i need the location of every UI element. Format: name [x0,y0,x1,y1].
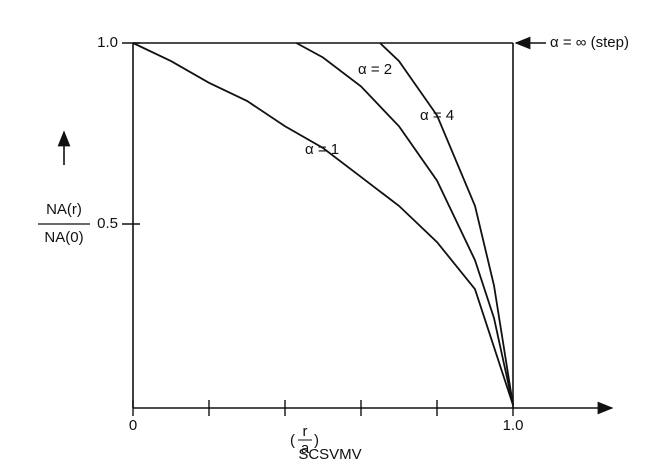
paren: ) [314,432,319,449]
curve-label: α = 4 [420,107,454,124]
paren: ( [290,432,295,449]
curve [132,42,514,406]
x-label-num: r [303,423,308,440]
x-tick-label: 0 [129,417,137,434]
curve-label: α = 1 [305,141,339,158]
curve-label: α = 2 [358,61,392,78]
x-tick-label: 1.0 [503,417,524,434]
x-label-den: a [301,440,310,457]
caption: SCSVMV [298,446,361,463]
y-label-num: NA(r) [46,201,82,218]
curve [295,42,514,406]
curve [379,42,514,406]
step-label: α = ∞ (step) [550,34,629,51]
y-label-den: NA(0) [44,229,83,246]
y-tick-label: 0.5 [97,215,118,232]
y-tick-label: 1.0 [97,34,118,51]
